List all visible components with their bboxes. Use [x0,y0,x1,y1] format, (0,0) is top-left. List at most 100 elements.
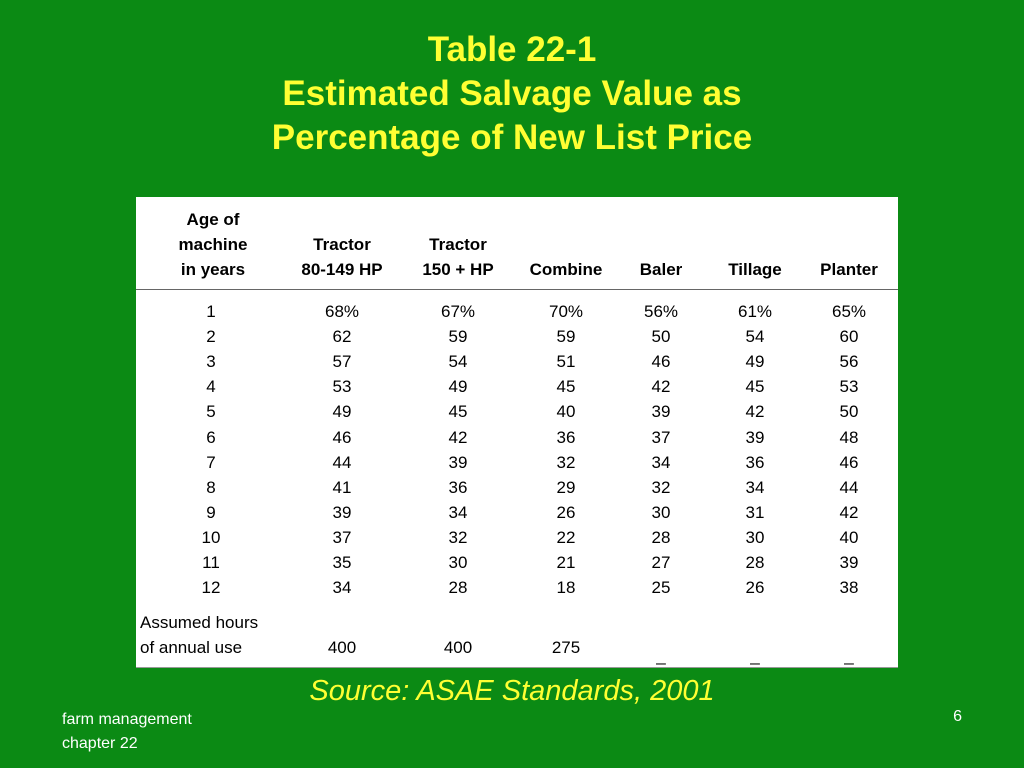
value-cell: 57 [332,352,352,372]
value-cell: 60 [839,327,859,347]
table-row: 4 53 49 45 42 45 53 [136,374,898,399]
table-bottom-rule [136,667,898,668]
value-cell: 30 [745,527,765,547]
value-cell: 45 [448,402,468,422]
table-row: 2 62 59 59 50 54 60 [136,324,898,349]
hours-value-cell: 400 [327,638,357,657]
value-cell: 27 [651,553,671,572]
value-cell: 42 [448,427,468,447]
column-header-2: Combine [511,232,621,282]
value-cell: 18 [556,578,576,598]
column-header-1: Tractor 150 + HP [403,232,513,282]
column-header-5: Planter [794,232,904,282]
table-row: 12 34 28 18 25 26 38 [136,575,898,600]
age-cell: 1 [206,302,216,321]
value-cell: 39 [745,427,765,447]
hours-label-line-2: of annual use [140,638,243,657]
hours-value-cell: _ [844,646,854,665]
age-cell: 3 [206,352,216,372]
value-cell: 38 [839,578,859,598]
table-row: 11 35 30 21 27 28 39 [136,550,898,575]
table-row: 5 49 45 40 39 42 50 [136,399,898,424]
column-header-line-1: Tractor [429,235,487,254]
age-header-line-1: Age of [186,210,240,229]
value-cell: 32 [448,527,468,547]
value-cell: 39 [839,553,859,572]
value-cell: 45 [556,377,576,397]
value-cell: 68% [324,302,360,321]
age-cell: 8 [206,477,216,497]
value-cell: 56% [643,302,679,321]
age-cell: 10 [201,527,221,547]
value-cell: 46 [332,427,352,447]
slide-title: Table 22-1 Estimated Salvage Value as Pe… [0,28,1024,160]
value-cell: 51 [556,352,576,372]
age-cell: 7 [206,452,216,472]
column-header-3: Baler [606,232,716,282]
value-cell: 29 [556,477,576,497]
column-header-4: Tillage [700,232,810,282]
value-cell: 44 [839,477,859,497]
value-cell: 39 [448,452,468,472]
table-row: 8 41 36 29 32 34 44 [136,475,898,500]
value-cell: 25 [651,578,671,598]
age-cell: 11 [202,553,220,572]
value-cell: 62 [332,327,352,347]
value-cell: 36 [448,477,468,497]
age-header-line-3: in years [180,260,246,279]
footer-line-1: farm management [62,711,192,728]
value-cell: 50 [839,402,859,422]
value-cell: 53 [332,377,352,397]
value-cell: 49 [448,377,468,397]
value-cell: 37 [651,427,671,447]
age-header-line-2: machine [178,235,248,254]
value-cell: 28 [448,578,468,598]
table-row: 7 44 39 32 34 36 46 [136,450,898,475]
table-row: 9 39 34 26 30 31 42 [136,500,898,525]
age-cell: 9 [206,502,216,522]
table-row: 6 46 42 36 37 39 48 [136,425,898,450]
value-cell: 36 [745,452,765,472]
value-cell: 59 [448,327,468,347]
value-cell: 31 [745,502,765,522]
title-line-2: Estimated Salvage Value as [282,74,742,113]
table-row: 3 57 54 51 46 49 56 [136,349,898,374]
page-number: 6 [953,708,962,725]
value-cell: 40 [556,402,576,422]
age-column-header: Age of machine in years [140,207,286,282]
value-cell: 54 [448,352,468,372]
column-header-line-2: 150 + HP [422,260,494,279]
value-cell: 59 [556,327,576,347]
column-header-line-2: Tillage [728,260,782,279]
value-cell: 46 [839,452,859,472]
value-cell: 42 [745,402,765,422]
value-cell: 54 [745,327,765,347]
hours-value-cell: _ [750,646,760,665]
hours-value-cell: 275 [551,638,581,657]
value-cell: 32 [556,452,576,472]
column-header-0: Tractor 80-149 HP [287,232,397,282]
value-cell: 32 [651,477,671,497]
value-cell: 39 [332,502,352,522]
value-cell: 30 [651,502,671,522]
column-header-line-1 [794,232,904,257]
value-cell: 34 [332,578,352,598]
column-header-line-1 [511,232,621,257]
value-cell: 65% [831,302,867,321]
value-cell: 41 [332,477,352,497]
value-cell: 28 [745,553,765,572]
age-cell: 4 [206,377,216,397]
value-cell: 49 [332,402,352,422]
value-cell: 36 [556,427,576,447]
value-cell: 22 [556,527,576,547]
value-cell: 26 [745,578,765,598]
value-cell: 37 [332,527,352,547]
value-cell: 34 [745,477,765,497]
age-cell: 5 [206,402,216,422]
value-cell: 48 [839,427,859,447]
value-cell: 56 [839,352,859,372]
value-cell: 67% [440,302,476,321]
table-row: 10 37 32 22 28 30 40 [136,525,898,550]
salvage-value-table: Age of machine in years Tractor 80-149 HP… [136,197,898,668]
column-header-line-2: Combine [529,260,603,279]
